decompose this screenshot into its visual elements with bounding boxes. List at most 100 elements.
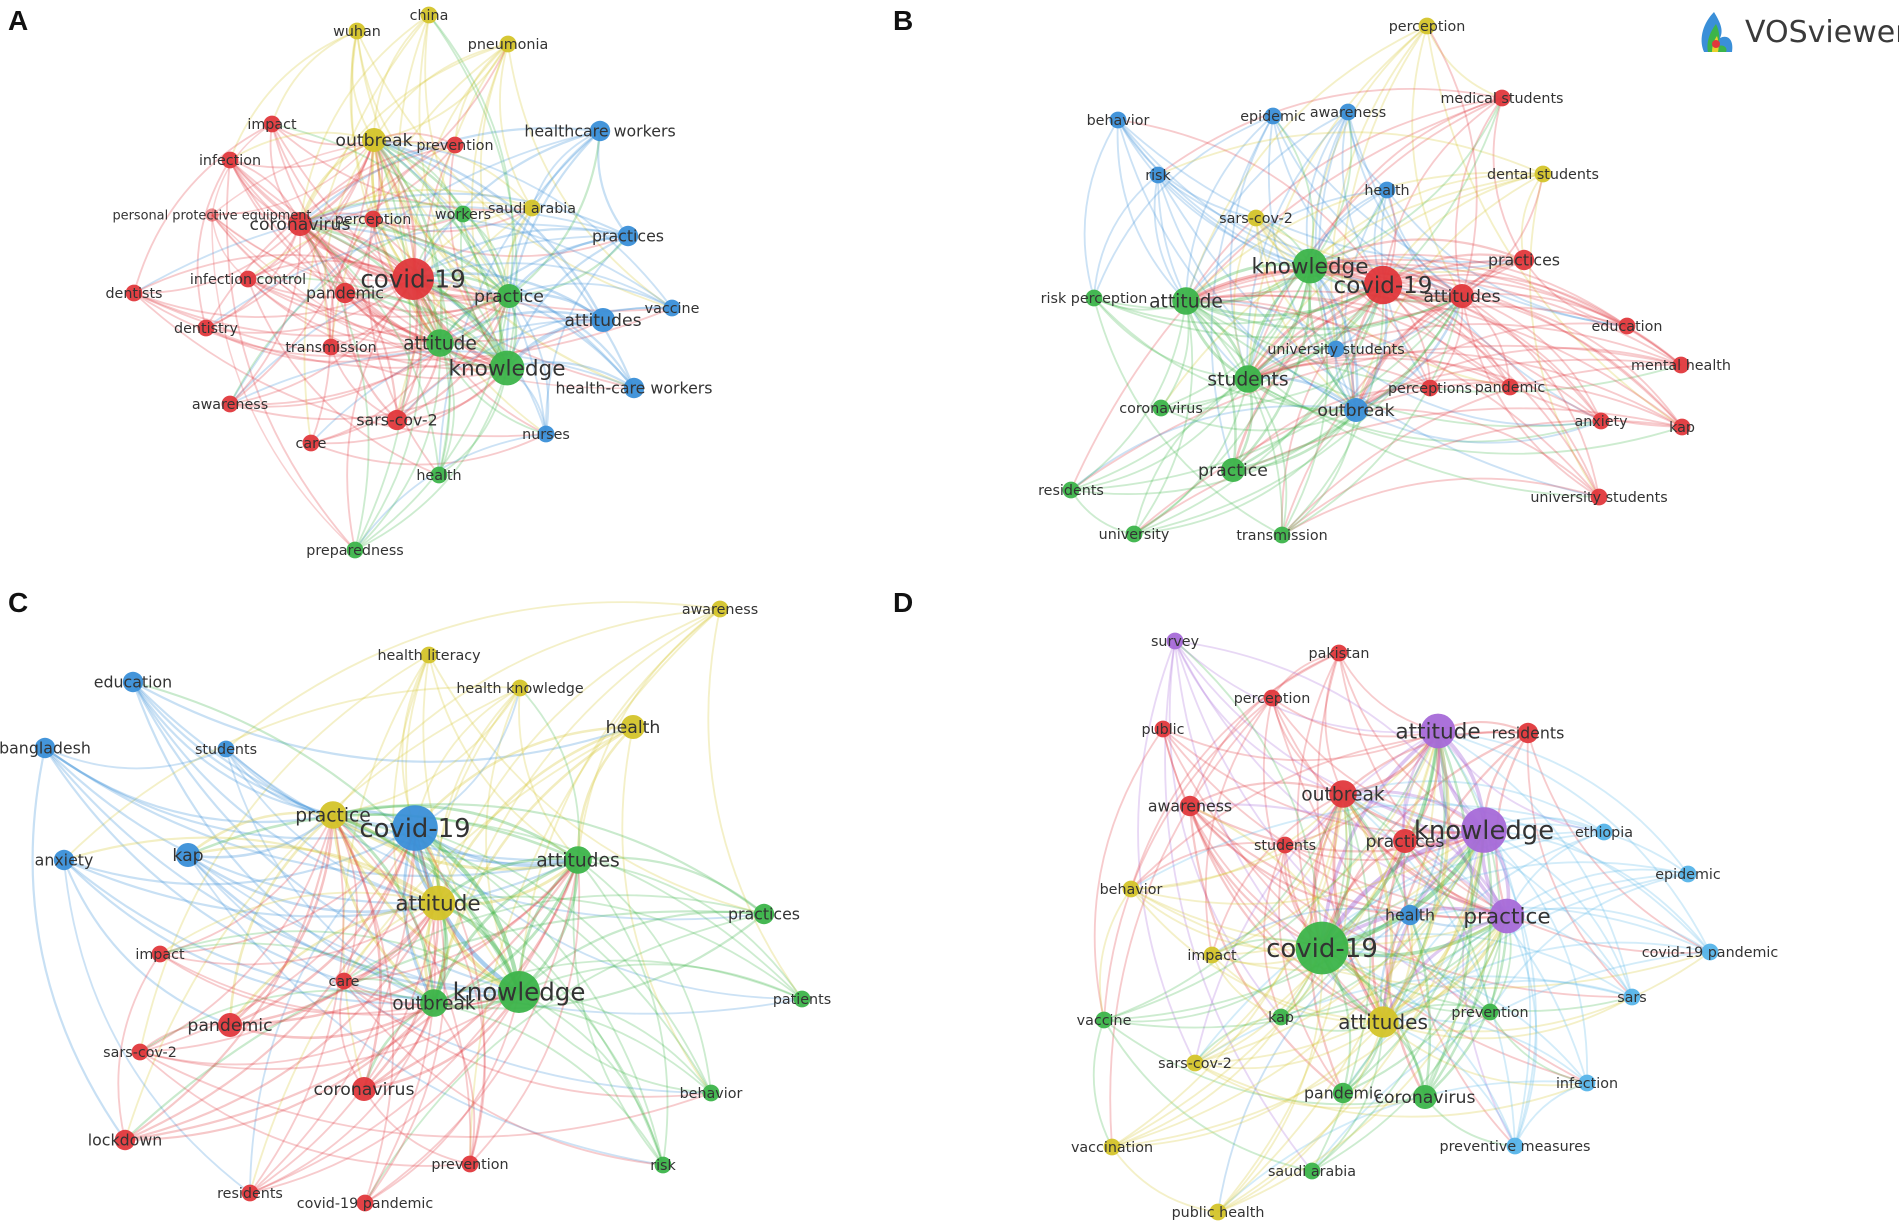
network-edge xyxy=(139,1051,712,1138)
network-edge xyxy=(1341,793,1394,1023)
network-edge xyxy=(229,131,375,161)
network-edge xyxy=(229,159,510,297)
network-node xyxy=(352,1077,376,1101)
network-edge xyxy=(139,814,334,1053)
network-edge xyxy=(1185,300,1237,471)
network-edge xyxy=(229,223,302,405)
network-edge xyxy=(350,30,441,344)
network-edge xyxy=(1272,115,1315,267)
network-edge xyxy=(299,223,399,421)
network-edge xyxy=(424,14,510,297)
node-label: outbreak xyxy=(335,131,412,151)
network-edge xyxy=(1321,947,1633,1012)
network-edge xyxy=(1255,217,1357,411)
node-label: attitudes xyxy=(1338,1010,1428,1034)
network-edge xyxy=(229,139,375,169)
network-edge xyxy=(1160,284,1384,409)
network-edge xyxy=(1342,873,1689,1094)
node-label: covid-19 pandemic xyxy=(297,1196,434,1212)
node-label: impact xyxy=(135,947,185,963)
network-edge xyxy=(1281,409,1357,536)
network-edge xyxy=(414,725,634,829)
network-edge xyxy=(1174,640,1384,1023)
network-edge xyxy=(373,139,547,435)
network-edge xyxy=(1342,793,1711,953)
network-edge xyxy=(1355,322,1628,411)
network-node xyxy=(1209,1203,1227,1221)
node-label: risk xyxy=(1145,168,1171,184)
network-node xyxy=(1221,458,1245,482)
network-edge xyxy=(1342,915,1509,1095)
network-node xyxy=(420,646,438,664)
network-edge xyxy=(1133,300,1194,535)
node-label: perception xyxy=(335,212,412,228)
network-edge xyxy=(1506,915,1538,1147)
network-edge xyxy=(229,859,579,1027)
node-label: care xyxy=(329,974,360,990)
network-edge xyxy=(1309,111,1353,267)
network-node xyxy=(218,1013,242,1037)
node-label: sars xyxy=(1617,990,1647,1006)
node-label: coronavirus xyxy=(1119,401,1203,417)
node-label: education xyxy=(1592,319,1663,335)
network-edge xyxy=(373,138,605,321)
network-node xyxy=(1332,1082,1354,1104)
network-edge xyxy=(1217,947,1324,1213)
network-edge xyxy=(518,608,721,993)
network-edge xyxy=(1342,793,1516,1147)
network-edge xyxy=(1272,115,1628,327)
network-edge xyxy=(1461,173,1544,297)
network-edge xyxy=(1185,111,1349,302)
network-edge xyxy=(518,991,712,1094)
network-node xyxy=(663,299,681,317)
network-edge xyxy=(1092,1019,1113,1148)
network-edge xyxy=(433,859,580,1005)
network-edge xyxy=(1099,888,1132,1021)
network-edge xyxy=(1133,265,1311,535)
network-edge xyxy=(229,159,441,344)
network-edge xyxy=(1335,295,1463,350)
network-edge xyxy=(1247,351,1683,428)
node-label: university students xyxy=(1267,342,1404,358)
network-edge xyxy=(1117,119,1257,219)
network-edge xyxy=(159,902,439,966)
network-edge xyxy=(1103,947,1323,1023)
network-edge xyxy=(1194,1016,1282,1064)
network-edge xyxy=(247,276,508,369)
network-node xyxy=(1179,795,1201,817)
network-edge xyxy=(412,277,635,389)
network-node xyxy=(1378,181,1396,199)
network-edge xyxy=(1153,174,1187,302)
network-edge xyxy=(1527,732,1711,953)
network-edge xyxy=(1194,915,1508,1064)
node-label: infection xyxy=(1556,1076,1618,1092)
node-label: pakistan xyxy=(1309,646,1370,662)
node-label: outbreak xyxy=(392,994,476,1015)
network-edge xyxy=(1162,728,1439,762)
network-edge xyxy=(310,367,508,445)
network-edge xyxy=(249,827,416,1194)
network-node xyxy=(1461,807,1507,853)
network-edge xyxy=(597,130,629,237)
network-node xyxy=(1247,209,1265,227)
network-edge xyxy=(1211,793,1344,956)
network-edge xyxy=(1211,954,1282,1018)
network-edge xyxy=(1194,829,1485,1064)
network-edge xyxy=(363,991,521,1091)
node-label: health xyxy=(1364,183,1409,199)
network-edge xyxy=(247,278,508,371)
network-node xyxy=(125,284,143,302)
network-edge xyxy=(518,991,664,1166)
network-edge xyxy=(364,859,579,1204)
network-edge xyxy=(1174,640,1344,795)
node-label: saudi arabia xyxy=(1268,1164,1356,1180)
network-edge xyxy=(432,725,634,1004)
network-edge xyxy=(1093,297,1283,536)
network-edge xyxy=(331,814,520,994)
network-edge xyxy=(439,310,604,345)
network-edge xyxy=(229,367,508,421)
network-edge xyxy=(299,188,533,225)
network-edge xyxy=(1247,357,1602,422)
network-node xyxy=(1363,265,1403,305)
network-edge xyxy=(1233,217,1257,380)
